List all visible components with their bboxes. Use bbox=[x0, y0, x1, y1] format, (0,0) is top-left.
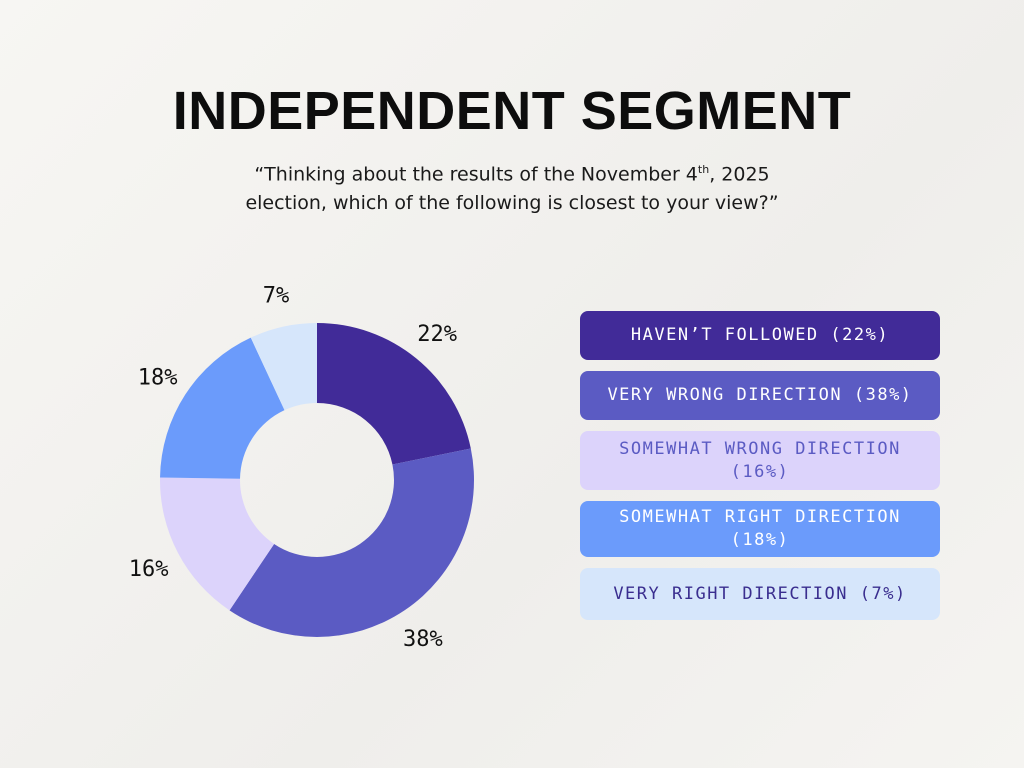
donut-slice bbox=[317, 323, 471, 465]
subtitle-superscript: th bbox=[697, 163, 710, 176]
donut-chart: 22% 38% 16% 18% 7% bbox=[129, 283, 474, 652]
legend-item: SOMEWHAT RIGHT DIRECTION (18%) bbox=[580, 501, 940, 557]
subtitle-line1-after: , 2025 bbox=[709, 163, 770, 186]
donut-slice bbox=[160, 337, 285, 479]
data-label: 18% bbox=[138, 366, 178, 391]
legend-item: VERY RIGHT DIRECTION (7%) bbox=[580, 568, 940, 620]
data-label: 22% bbox=[417, 322, 457, 347]
chart-title: INDEPENDENT SEGMENT bbox=[172, 81, 852, 141]
chart-subtitle: “Thinking about the results of the Novem… bbox=[112, 155, 912, 218]
donut-slice bbox=[229, 448, 474, 637]
donut-slice bbox=[160, 477, 275, 611]
data-label: 38% bbox=[403, 627, 443, 652]
subtitle-line2: election, which of the following is clos… bbox=[245, 192, 779, 215]
legend-item: SOMEWHAT WRONG DIRECTION (16%) bbox=[580, 431, 940, 490]
legend-item: VERY WRONG DIRECTION (38%) bbox=[580, 371, 940, 420]
legend-item: HAVEN’T FOLLOWED (22%) bbox=[580, 311, 940, 360]
data-label: 7% bbox=[263, 283, 290, 308]
donut-slice bbox=[250, 323, 317, 411]
data-label: 16% bbox=[129, 557, 169, 582]
subtitle-line1-before: “Thinking about the results of the Novem… bbox=[254, 163, 698, 186]
